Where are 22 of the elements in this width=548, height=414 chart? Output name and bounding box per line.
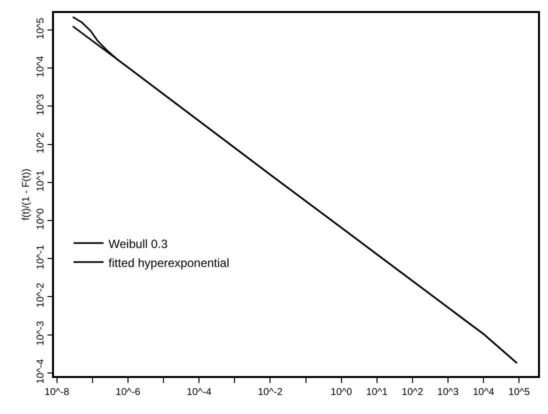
y-tick-label: 10^-1: [35, 244, 46, 270]
y-axis-title: f(t)/(1 - F(t)): [20, 168, 32, 220]
y-tick-label: 10^2: [35, 132, 46, 154]
y-tick-label: 10^-3: [35, 320, 46, 346]
x-tick-label: 10^-8: [44, 386, 70, 398]
legend-label: fitted hyperexponential: [108, 256, 230, 270]
x-tick-label: 10^5: [508, 386, 530, 398]
legend-label: Weibull 0.3: [108, 236, 168, 251]
x-tick-label: 10^-4: [186, 386, 212, 398]
y-tick-label: 10^1: [35, 170, 46, 192]
y-tick-label: 10^4: [35, 56, 46, 78]
x-tick-label: 10^3: [437, 386, 460, 398]
x-tick-label: 10^1: [366, 386, 388, 398]
y-tick-label: 10^5: [35, 17, 46, 40]
x-tick-label: 10^2: [402, 386, 424, 398]
y-tick-label: 10^0: [35, 208, 46, 230]
x-tick-label: 10^4: [472, 386, 495, 398]
y-tick-label: 10^-2: [35, 282, 46, 308]
y-tick-label: 10^3: [35, 94, 46, 116]
x-tick-label: 10^-2: [258, 386, 283, 398]
x-tick-label: 10^0: [330, 386, 352, 398]
x-tick-label: 10^-6: [116, 386, 141, 398]
